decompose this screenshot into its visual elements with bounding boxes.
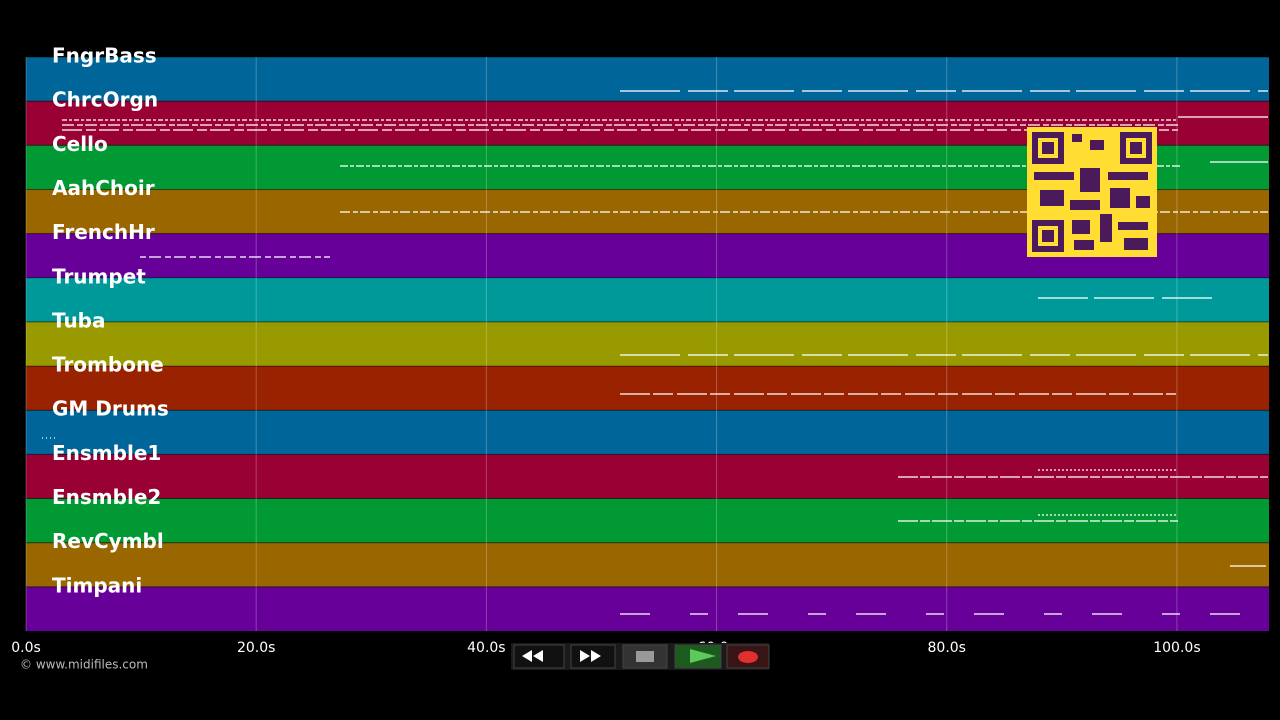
forward-button[interactable]	[570, 644, 616, 669]
rewind-button[interactable]	[513, 644, 565, 669]
track-row	[26, 410, 1269, 455]
track-name: Ensmble1	[52, 441, 161, 465]
qr-module	[1040, 190, 1064, 206]
copyright: © www.midifiles.com	[20, 658, 148, 672]
tick-label: 40.0s	[467, 640, 505, 656]
tick-label: 20.0s	[237, 640, 275, 656]
stop-button[interactable]	[622, 644, 668, 669]
time-axis: 0.0s20.0s40.0s60.0s80.0s100.0sFngrBassCh…	[11, 44, 1200, 657]
track-name: Timpani	[52, 573, 142, 597]
qr-module	[1136, 196, 1150, 208]
track-name: GM Drums	[52, 397, 169, 421]
track-row	[26, 57, 1269, 102]
qr-module	[1100, 214, 1112, 242]
qr-finder-dot	[1130, 142, 1142, 154]
qr-module	[1110, 188, 1130, 208]
qr-module	[1124, 238, 1148, 250]
track-row	[26, 277, 1269, 322]
track-name: FngrBass	[52, 44, 157, 68]
track-name: Ensmble2	[52, 485, 161, 509]
track-name: Trombone	[52, 353, 164, 377]
track-row	[26, 542, 1269, 587]
qr-finder-dot	[1042, 142, 1054, 154]
controls	[511, 643, 770, 670]
track-name: Trumpet	[52, 264, 146, 288]
qr-code	[1027, 127, 1157, 257]
track-name: RevCymbl	[52, 529, 164, 553]
record-button[interactable]	[726, 644, 770, 669]
track-name: FrenchHr	[52, 220, 155, 244]
play-button[interactable]	[674, 644, 722, 669]
track-name: Tuba	[52, 308, 106, 332]
tick-label: 100.0s	[1153, 640, 1200, 656]
tick-label: 80.0s	[928, 640, 966, 656]
qr-module	[1072, 220, 1090, 234]
qr-module	[1108, 172, 1148, 180]
qr-module	[1034, 172, 1074, 180]
tick-label: 0.0s	[11, 640, 41, 656]
track-name: ChrcOrgn	[52, 88, 158, 112]
qr-module	[1072, 134, 1082, 142]
track-row	[26, 586, 1269, 631]
qr-module	[1070, 200, 1100, 210]
qr-module	[1118, 222, 1148, 230]
track-name: Cello	[52, 132, 108, 156]
track-row	[26, 366, 1269, 411]
tracks	[26, 56, 1269, 631]
qr-module	[1074, 240, 1094, 250]
qr-module	[1090, 140, 1104, 150]
track-name: AahChoir	[52, 176, 155, 200]
qr-finder-dot	[1042, 230, 1054, 242]
grid	[25, 57, 1178, 631]
qr-module	[1080, 168, 1100, 192]
track-row	[26, 321, 1269, 367]
